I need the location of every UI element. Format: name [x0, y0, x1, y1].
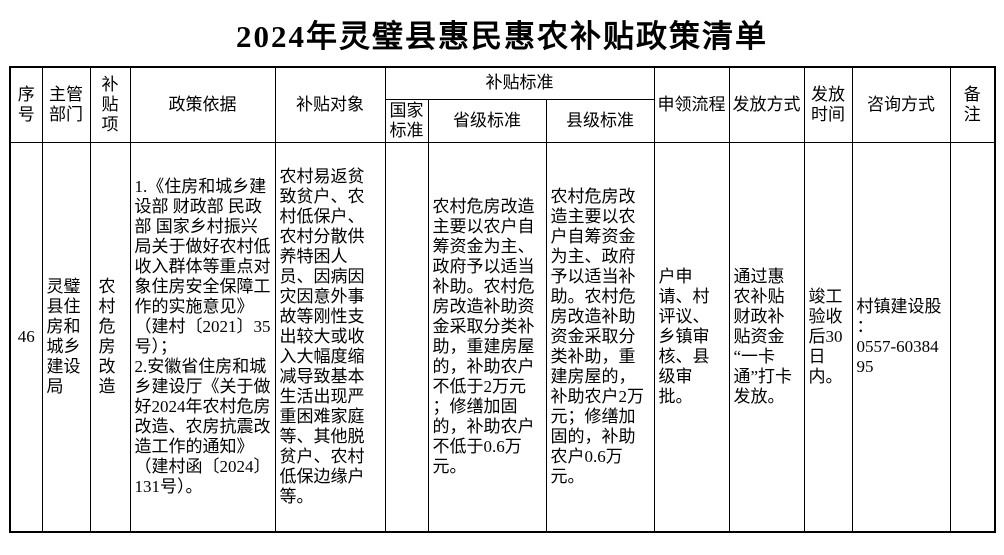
cell-county-standard: 农村危房改造主要以农户自筹资金为主、政府予以适当补助。农村危房改造补助资金采取分…: [545, 141, 655, 533]
cell-application-process: 户申请、村评议、乡镇审核、县级审批。: [653, 141, 730, 533]
cell-serial: 46: [9, 141, 43, 533]
table-header: 序号 主管部门 补贴项 政策依据 补贴对象 补贴标准 申领流程 发放方式 发放时…: [9, 66, 996, 143]
cell-policy-basis: 1.《住房和城乡建设部 财政部 民政部 国家乡村振兴局关于做好农村低收入群体等重…: [129, 141, 276, 533]
col-header-subsidy-standard-group: 补贴标准: [384, 66, 655, 100]
cell-provincial-standard: 农村危房改造主要以农户自筹资金为主、政府予以适当补助。农村危房改造补助资金采取分…: [427, 141, 547, 533]
page-title: 2024年灵璧县惠民惠农补贴政策清单: [236, 18, 768, 54]
cell-distribution-method: 通过惠农补贴财政补贴资金“一卡通”打卡发放。: [728, 141, 805, 533]
cell-remarks: [949, 141, 996, 533]
col-header-policy-basis: 政策依据: [129, 66, 276, 143]
col-header-remarks: 备注: [949, 66, 996, 143]
col-header-contact-method: 咨询方式: [851, 66, 951, 143]
col-header-national-standard: 国家标准: [384, 98, 429, 143]
col-header-provincial-standard: 省级标准: [427, 98, 547, 143]
col-header-distribution-time: 发放时间: [803, 66, 853, 143]
table-row: 46 灵璧县住房和城乡建设局 农村危房改造 1.《住房和城乡建设部 财政部 民政…: [9, 141, 996, 533]
cell-distribution-time: 竣工验收后30日内。: [803, 141, 853, 533]
cell-contact-method: 村镇建设股： 0557-6038495: [851, 141, 951, 533]
cell-department: 灵璧县住房和城乡建设局: [41, 141, 91, 533]
cell-national-standard: [384, 141, 429, 533]
cell-subsidy-target: 农村易返贫致贫户、农村低保户、农村分散供养特困人员、因病因灾因意外事故等刚性支出…: [274, 141, 386, 533]
cell-subsidy-item: 农村危房改造: [89, 141, 131, 533]
subsidy-policy-table: 序号 主管部门 补贴项 政策依据 补贴对象 补贴标准 申领流程 发放方式 发放时…: [9, 66, 996, 533]
col-header-application-process: 申领流程: [653, 66, 730, 143]
table-body: 46 灵璧县住房和城乡建设局 农村危房改造 1.《住房和城乡建设部 财政部 民政…: [9, 141, 996, 533]
col-header-distribution-method: 发放方式: [728, 66, 805, 143]
col-header-county-standard: 县级标准: [545, 98, 655, 143]
col-header-subsidy-item: 补贴项: [89, 66, 131, 143]
col-header-department: 主管部门: [41, 66, 91, 143]
col-header-serial: 序号: [9, 66, 43, 143]
col-header-subsidy-target: 补贴对象: [274, 66, 386, 143]
